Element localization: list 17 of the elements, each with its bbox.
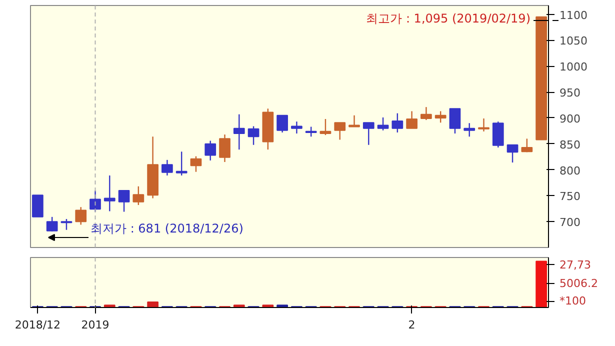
y-tick-label: 900 (560, 112, 580, 126)
text: *100 (560, 294, 586, 308)
y-tick-label: 950 (560, 86, 580, 100)
text: 27,73 (560, 258, 591, 272)
y-tick-label: 800 (560, 164, 580, 178)
x-tick-label: 2 (408, 318, 416, 332)
annotation: 최저가 : 681 (2018/12/26) (90, 222, 244, 236)
y-tick-label: 700 (560, 216, 580, 230)
y-tick-label: 750 (560, 190, 580, 204)
annotation: 최고가 : 1,095 (2019/02/19) (366, 12, 531, 26)
y-tick-label: 850 (560, 138, 580, 152)
y-tick-label: 1100 (560, 8, 588, 22)
text: 5006.2 (560, 276, 598, 290)
y-tick-label: 1000 (560, 60, 588, 74)
x-tick-label: 2019 (81, 318, 110, 332)
x-tick-label: 2018/12 (14, 318, 61, 332)
y-tick-label: 1050 (560, 34, 588, 48)
